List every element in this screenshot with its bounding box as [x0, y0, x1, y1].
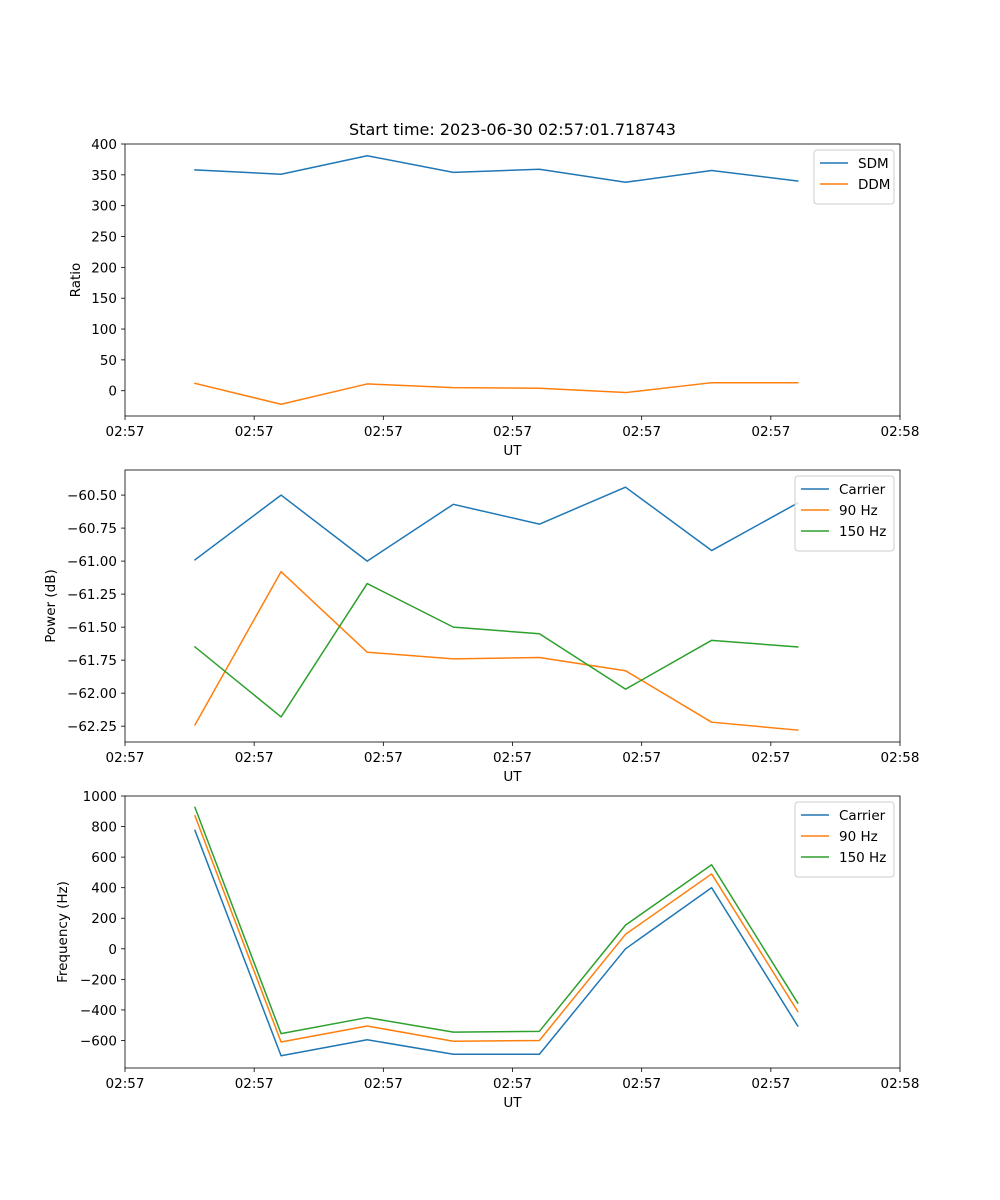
y-tick-label: 50 [100, 353, 117, 369]
x-tick-label: 02:57 [493, 1076, 532, 1092]
y-tick-label: 300 [91, 199, 117, 215]
y-tick-label: −61.75 [67, 653, 117, 669]
legend-label: 90 Hz [839, 503, 878, 519]
y-axis-label: Frequency (Hz) [55, 881, 71, 983]
legend: SDM DDM [813, 149, 895, 205]
series-line-150-hz [194, 806, 799, 1035]
x-axis-label: UT [503, 443, 522, 459]
series-line-ddm [194, 381, 799, 406]
y-tick-label: 250 [91, 230, 117, 246]
legend-label: 90 Hz [839, 829, 878, 845]
x-tick-label: 02:57 [751, 750, 790, 766]
y-tick-label: −61.50 [67, 620, 117, 636]
chart-panel-1: Start time: 2023-06-30 02:57:01.71874302… [68, 120, 919, 459]
x-tick-label: 02:58 [881, 1076, 920, 1092]
x-tick-label: 02:57 [493, 750, 532, 766]
y-tick-label: −200 [80, 972, 117, 988]
x-tick-label: 02:57 [106, 424, 145, 440]
legend-label: DDM [858, 177, 890, 193]
legend-box [794, 475, 895, 552]
x-tick-label: 02:57 [106, 1076, 145, 1092]
y-tick-label: 0 [108, 384, 117, 400]
legend-label: Carrier [839, 808, 886, 824]
y-axis-label: Power (dB) [43, 569, 59, 642]
y-tick-label: 150 [91, 291, 117, 307]
x-axis-label: UT [503, 769, 522, 785]
y-tick-label: −61.25 [67, 587, 117, 603]
y-tick-label: −62.00 [67, 686, 117, 702]
x-tick-label: 02:57 [364, 1076, 403, 1092]
legend: Carrier 90 Hz 150 Hz [794, 475, 895, 552]
chart-title: Start time: 2023-06-30 02:57:01.718743 [349, 120, 676, 139]
series-line-150-hz [193, 582, 799, 718]
x-tick-label: 02:58 [881, 750, 920, 766]
x-tick-label: 02:57 [106, 750, 145, 766]
chart-panel-3: 02:57 02:57 02:57 02:57 02:57 02:57 02:58 −600 −… [55, 789, 919, 1111]
x-tick-label: 02:57 [751, 1076, 790, 1092]
legend-label: 150 Hz [839, 850, 886, 866]
charts: Start time: 2023-06-30 02:57:01.71874302… [43, 120, 919, 1111]
legend-box [794, 801, 895, 878]
y-tick-label: −60.50 [67, 488, 117, 504]
x-tick-label: 02:57 [235, 750, 274, 766]
x-tick-label: 02:58 [881, 424, 920, 440]
x-tick-label: 02:57 [493, 424, 532, 440]
legend-label: Carrier [839, 482, 886, 498]
y-tick-label: −62.25 [67, 719, 117, 735]
x-tick-label: 02:57 [364, 424, 403, 440]
y-tick-label: 600 [91, 850, 117, 866]
y-tick-label: 1000 [83, 789, 117, 805]
x-tick-label: 02:57 [235, 1076, 274, 1092]
x-tick-label: 02:57 [622, 750, 661, 766]
x-tick-label: 02:57 [622, 424, 661, 440]
y-axis-label: Ratio [68, 263, 84, 298]
x-tick-label: 02:57 [364, 750, 403, 766]
y-tick-label: −600 [80, 1033, 117, 1049]
y-tick-label: 100 [91, 322, 117, 338]
y-tick-label: 400 [91, 881, 117, 897]
y-tick-label: 0 [108, 942, 117, 958]
y-tick-label: −400 [80, 1003, 117, 1019]
y-tick-label: 400 [91, 137, 117, 153]
legend-label: SDM [858, 156, 889, 172]
series-line-carrier [194, 829, 799, 1057]
legend-label: 150 Hz [839, 524, 886, 540]
y-tick-label: 200 [91, 260, 117, 276]
x-tick-label: 02:57 [235, 424, 274, 440]
y-tick-label: 200 [91, 911, 117, 927]
chart-panel-2: 02:57 02:57 02:57 02:57 02:57 02:57 02:58 −62.2… [43, 469, 920, 785]
x-tick-label: 02:57 [622, 1076, 661, 1092]
y-tick-label: −61.00 [67, 554, 117, 570]
legend: Carrier 90 Hz 150 Hz [794, 801, 895, 878]
x-axis-label: UT [503, 1095, 522, 1111]
y-tick-label: 800 [91, 820, 117, 836]
y-tick-label: 350 [91, 168, 117, 184]
series-line-carrier [193, 486, 799, 562]
series-line-sdm [194, 154, 799, 183]
series-line-90-hz [194, 814, 799, 1043]
y-tick-label: −60.75 [67, 521, 117, 537]
x-tick-label: 02:57 [751, 424, 790, 440]
series-line-90-hz [193, 570, 799, 731]
